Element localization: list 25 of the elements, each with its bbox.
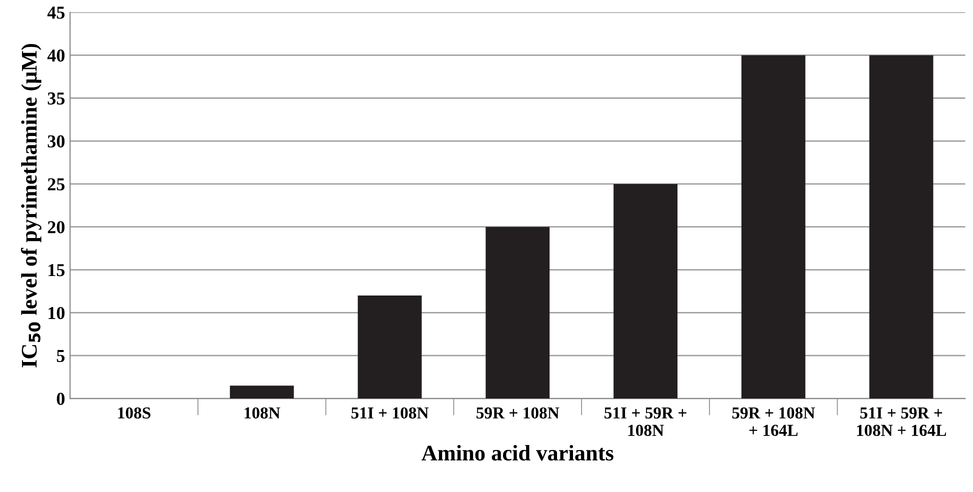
y-tick-label: 35	[48, 92, 65, 105]
bar	[358, 296, 422, 399]
y-tick-label: 30	[48, 135, 65, 148]
x-tick-label: 59R + 108N	[476, 407, 560, 419]
x-tick-label: 51I + 59R + 108N	[604, 407, 686, 436]
y-tick-label: 15	[48, 264, 65, 276]
bar	[741, 55, 806, 399]
y-axis-title: IC$_{50}$ level of pyrimethamine (μM)	[20, 44, 42, 368]
y-tick-label: 25	[48, 178, 65, 190]
y-tick-label: 20	[48, 221, 65, 234]
x-tick-label: 108S	[118, 407, 150, 419]
bar	[614, 184, 678, 399]
y-tick-label: 45	[47, 6, 65, 19]
y-tick-label: 10	[48, 306, 65, 320]
x-tick-label: 108N	[244, 407, 280, 419]
bar	[486, 226, 550, 399]
x-axis-title: Amino acid variants	[422, 444, 614, 461]
x-tick-label: 51I + 108N	[351, 407, 429, 419]
bar	[869, 55, 934, 399]
bar	[230, 386, 294, 399]
y-tick-label: 0	[56, 392, 65, 405]
x-tick-label: 59R + 108N + 164L	[732, 407, 815, 436]
y-tick-label: 40	[47, 49, 65, 62]
x-tick-label: 51I + 59R + 108N + 164L	[857, 407, 946, 436]
y-tick-label: 5	[56, 350, 65, 362]
